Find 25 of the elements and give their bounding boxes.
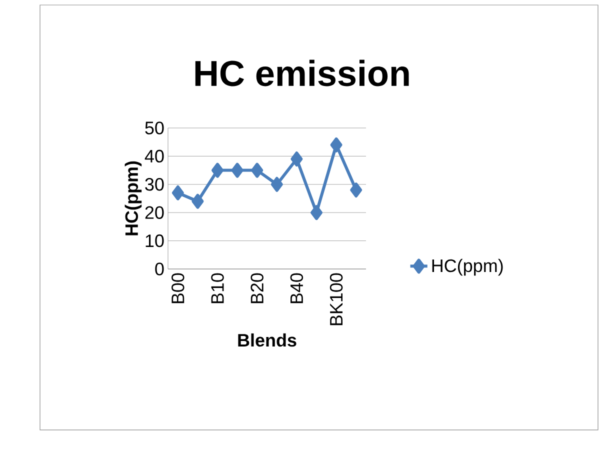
point	[212, 162, 224, 178]
point	[251, 162, 264, 178]
x-tick-label: B20	[250, 273, 264, 304]
point	[172, 185, 184, 200]
y-axis-title: HC(ppm)	[124, 161, 142, 236]
point	[310, 205, 323, 220]
point	[231, 162, 244, 178]
y-tick-label: 10	[146, 234, 164, 248]
x-tick-label: B10	[211, 273, 224, 304]
point	[350, 182, 362, 198]
y-tick-label: 30	[145, 178, 164, 191]
y-tick-label: 50	[145, 122, 164, 134]
point	[290, 152, 303, 167]
x-tick-label: B40	[290, 273, 304, 304]
point	[270, 176, 283, 192]
y-tick-label: 0	[155, 262, 164, 276]
chart-title: HC emission	[195, 60, 409, 86]
y-tick-label: 40	[144, 150, 164, 163]
x-tick-label: BK100	[330, 273, 343, 326]
legend-label: HC(ppm)	[432, 258, 503, 276]
x-axis-title: Blends	[238, 333, 296, 347]
x-tick-label: B00	[172, 273, 184, 304]
point	[192, 194, 204, 209]
y-tick-label: 20	[145, 206, 164, 219]
point	[330, 137, 342, 152]
